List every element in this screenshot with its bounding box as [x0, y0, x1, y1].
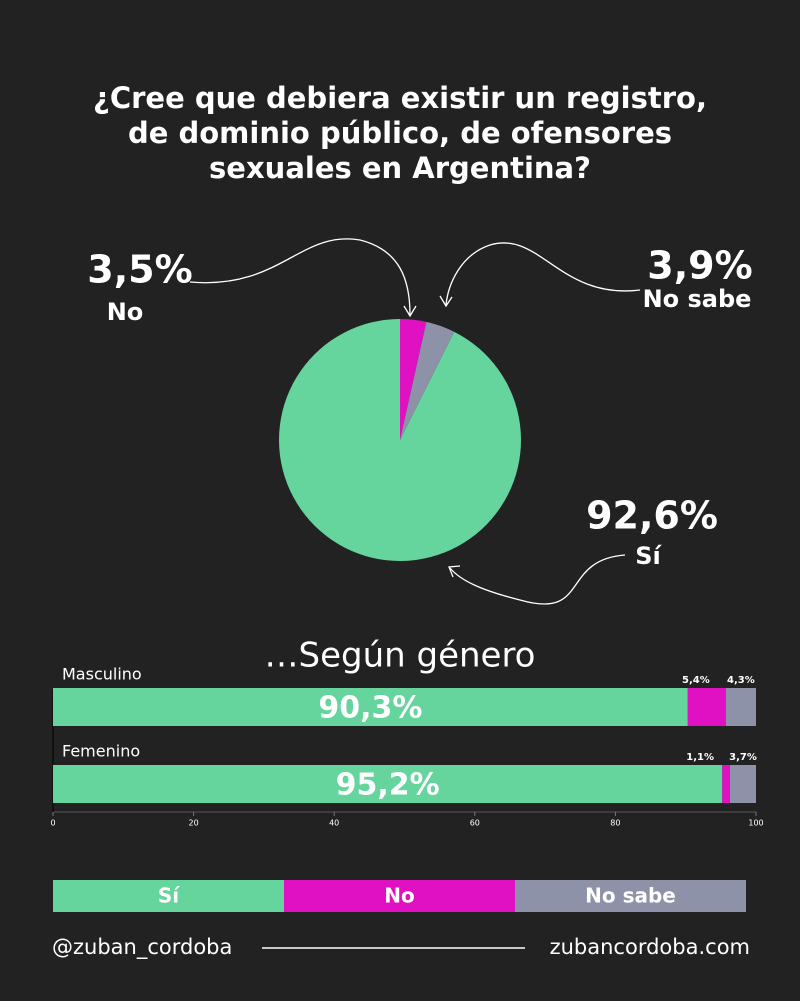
chart-title: de dominio público, de ofensores	[128, 116, 672, 150]
legend-swatch	[53, 880, 284, 912]
chart-title: sexuales en Argentina?	[209, 151, 591, 185]
legend-label: No	[384, 884, 414, 908]
x-tick-label: 40	[329, 819, 339, 828]
slice-value-label: 92,6%	[586, 494, 718, 538]
legend-label: Sí	[158, 884, 180, 908]
x-tick-label: 100	[748, 819, 763, 828]
bar-segment	[687, 688, 726, 726]
slice-category-label: No sabe	[643, 285, 752, 313]
bar-value-label: 95,2%	[336, 768, 440, 803]
x-tick-label: 20	[189, 819, 199, 828]
bar-value-label: 3,7%	[729, 752, 757, 763]
slice-value-label: 3,9%	[647, 244, 752, 288]
arrow-no	[189, 238, 411, 316]
category-label: Femenino	[62, 742, 140, 761]
legend-swatch	[284, 880, 515, 912]
arrow-si	[449, 554, 626, 605]
legend-label: No sabe	[585, 884, 676, 908]
chart-title: …Según género	[265, 636, 536, 676]
arrows	[189, 238, 641, 605]
footer-site: zubancordoba.com	[550, 935, 750, 959]
slice-value-label: 3,5%	[87, 248, 192, 292]
arrow-head	[439, 295, 453, 308]
pie-slice	[400, 319, 427, 440]
pie-slice	[279, 319, 521, 561]
slice-category-label: Sí	[635, 542, 662, 570]
footer-handle: @zuban_cordoba	[52, 935, 232, 960]
x-tick-label: 60	[470, 819, 480, 828]
slice-category-label: No	[107, 298, 144, 326]
bar-segment	[729, 765, 756, 803]
chart-title: ¿Cree que debiera existir un registro,	[93, 81, 707, 115]
bar-segment	[53, 765, 723, 803]
bar-value-label: 90,3%	[318, 691, 422, 726]
arrow-head	[448, 565, 461, 578]
legend-swatch	[515, 880, 746, 912]
bar-value-label: 1,1%	[686, 752, 714, 763]
bar-segment	[722, 765, 730, 803]
arrow-head	[403, 305, 417, 318]
bar-value-label: 5,4%	[682, 675, 710, 686]
category-label: Masculino	[62, 665, 142, 684]
pie-slice	[400, 321, 455, 440]
x-tick-label: 0	[50, 819, 55, 828]
arrow-no-sabe	[445, 242, 641, 306]
bar-segment	[53, 688, 688, 726]
bar-value-label: 4,3%	[727, 675, 755, 686]
x-tick-label: 80	[610, 819, 620, 828]
bar-segment	[725, 688, 756, 726]
